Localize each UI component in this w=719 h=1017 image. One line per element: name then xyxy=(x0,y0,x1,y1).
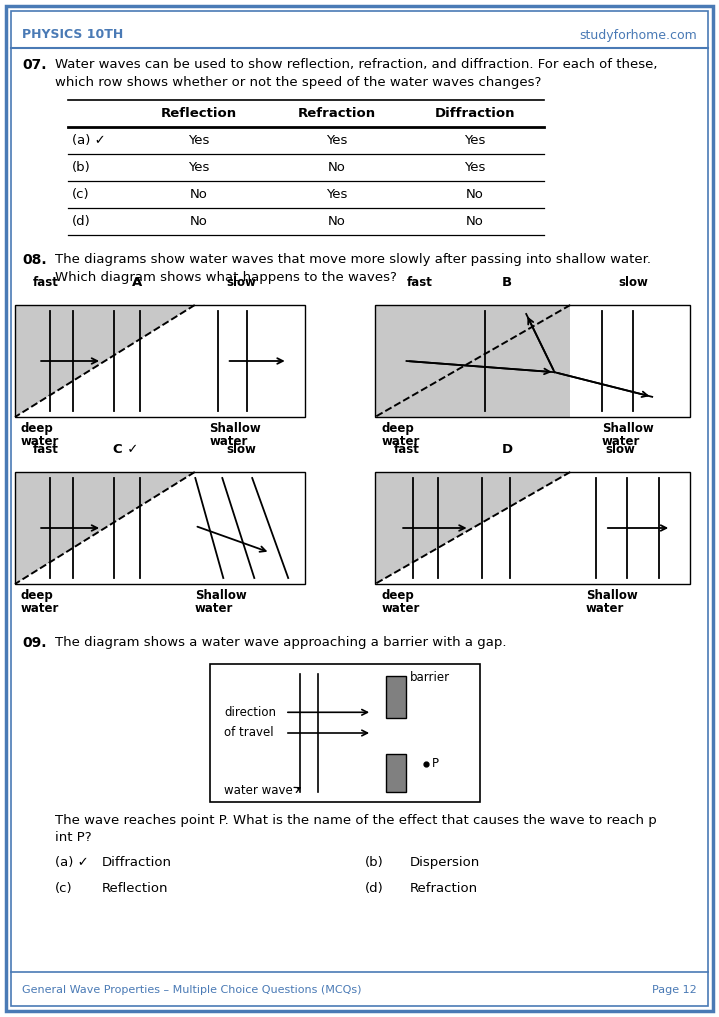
Text: Yes: Yes xyxy=(326,134,348,147)
Text: (d): (d) xyxy=(365,882,384,895)
Text: water: water xyxy=(21,435,59,448)
Text: No: No xyxy=(328,161,346,174)
Text: slow: slow xyxy=(618,276,649,289)
Text: 09.: 09. xyxy=(22,636,47,650)
Text: studyforhome.com: studyforhome.com xyxy=(580,28,697,42)
Text: (c): (c) xyxy=(72,188,90,201)
Text: water: water xyxy=(209,435,247,448)
Text: B: B xyxy=(503,276,513,289)
Text: water wave: water wave xyxy=(224,783,293,796)
Text: No: No xyxy=(190,215,208,228)
Text: Page 12: Page 12 xyxy=(652,985,697,995)
Bar xyxy=(385,754,406,792)
Text: Yes: Yes xyxy=(188,161,210,174)
Polygon shape xyxy=(15,305,195,417)
Text: No: No xyxy=(190,188,208,201)
Text: slow: slow xyxy=(606,443,636,456)
Text: Yes: Yes xyxy=(464,134,486,147)
Text: water: water xyxy=(602,435,640,448)
Polygon shape xyxy=(15,472,195,584)
Text: No: No xyxy=(466,215,484,228)
Text: (d): (d) xyxy=(72,215,91,228)
Text: (c): (c) xyxy=(55,882,73,895)
Text: No: No xyxy=(328,215,346,228)
Text: deep: deep xyxy=(21,422,53,435)
Text: water: water xyxy=(381,435,420,448)
Text: deep: deep xyxy=(21,589,53,602)
Text: Shallow: Shallow xyxy=(602,422,654,435)
Text: Diffraction: Diffraction xyxy=(435,107,516,120)
Bar xyxy=(375,305,690,417)
Text: D: D xyxy=(502,443,513,456)
Text: barrier: barrier xyxy=(410,671,450,684)
Text: The diagrams show water waves that move more slowly after passing into shallow w: The diagrams show water waves that move … xyxy=(55,253,651,266)
Text: (b): (b) xyxy=(72,161,91,174)
Text: Shallow: Shallow xyxy=(209,422,261,435)
Text: slow: slow xyxy=(226,443,256,456)
Text: fast: fast xyxy=(32,443,58,456)
Text: The diagram shows a water wave approaching a barrier with a gap.: The diagram shows a water wave approachi… xyxy=(55,636,506,649)
Text: Dispersion: Dispersion xyxy=(410,856,480,869)
Text: water: water xyxy=(586,602,624,615)
Text: Refraction: Refraction xyxy=(410,882,478,895)
Text: of travel: of travel xyxy=(224,726,274,739)
Text: The wave reaches point P. What is the name of the effect that causes the wave to: The wave reaches point P. What is the na… xyxy=(55,814,656,827)
Bar xyxy=(385,676,406,718)
Bar xyxy=(15,472,305,584)
Text: fast: fast xyxy=(394,443,420,456)
Text: slow: slow xyxy=(226,276,256,289)
Text: A: A xyxy=(132,276,142,289)
Text: Yes: Yes xyxy=(464,161,486,174)
Text: Yes: Yes xyxy=(188,134,210,147)
Text: PHYSICS 10TH: PHYSICS 10TH xyxy=(22,28,123,42)
Text: (b): (b) xyxy=(365,856,384,869)
Polygon shape xyxy=(375,472,570,584)
Bar xyxy=(210,664,480,802)
Text: Which diagram shows what happens to the waves?: Which diagram shows what happens to the … xyxy=(55,271,397,284)
Text: Yes: Yes xyxy=(326,188,348,201)
Text: water: water xyxy=(21,602,59,615)
Text: General Wave Properties – Multiple Choice Questions (MCQs): General Wave Properties – Multiple Choic… xyxy=(22,985,362,995)
Text: Refraction: Refraction xyxy=(298,107,376,120)
Text: (a) ✓: (a) ✓ xyxy=(55,856,88,869)
Text: water: water xyxy=(381,602,420,615)
Text: water: water xyxy=(195,602,233,615)
Text: Water waves can be used to show reflection, refraction, and diffraction. For eac: Water waves can be used to show reflecti… xyxy=(55,58,657,71)
Text: P: P xyxy=(432,758,439,770)
Text: 08.: 08. xyxy=(22,253,47,267)
Text: Diffraction: Diffraction xyxy=(102,856,172,869)
Text: int P?: int P? xyxy=(55,831,91,844)
Text: deep: deep xyxy=(381,422,414,435)
Text: 07.: 07. xyxy=(22,58,47,72)
Text: direction: direction xyxy=(224,706,276,719)
Text: C ✓: C ✓ xyxy=(112,443,138,456)
Text: fast: fast xyxy=(32,276,58,289)
Text: fast: fast xyxy=(406,276,432,289)
Text: Shallow: Shallow xyxy=(195,589,247,602)
Text: Reflection: Reflection xyxy=(161,107,237,120)
Bar xyxy=(15,305,305,417)
Text: deep: deep xyxy=(381,589,414,602)
Bar xyxy=(375,472,690,584)
Text: which row shows whether or not the speed of the water waves changes?: which row shows whether or not the speed… xyxy=(55,76,541,89)
Text: Shallow: Shallow xyxy=(586,589,638,602)
Bar xyxy=(375,305,570,417)
Text: (a) ✓: (a) ✓ xyxy=(72,134,106,147)
Text: Reflection: Reflection xyxy=(102,882,168,895)
Text: No: No xyxy=(466,188,484,201)
